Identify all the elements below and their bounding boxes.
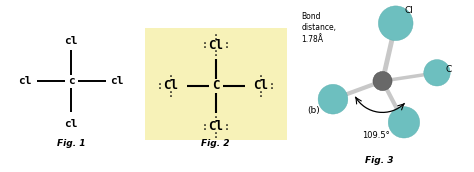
- Circle shape: [318, 84, 348, 114]
- Text: Cl: Cl: [208, 39, 223, 52]
- Text: :: :: [213, 48, 219, 58]
- Circle shape: [378, 6, 413, 41]
- Circle shape: [388, 107, 419, 138]
- Text: Cl: Cl: [253, 79, 268, 93]
- Text: :: :: [201, 40, 208, 50]
- Text: C: C: [212, 79, 219, 93]
- Text: :: :: [258, 73, 264, 83]
- Text: :: :: [269, 81, 275, 91]
- Text: Cl: Cl: [404, 6, 413, 15]
- Text: :: :: [168, 89, 173, 99]
- Text: Fig. 1: Fig. 1: [57, 139, 85, 148]
- Text: :: :: [213, 114, 219, 124]
- Text: cl: cl: [64, 119, 78, 129]
- Text: :: :: [213, 32, 219, 42]
- Circle shape: [373, 72, 392, 91]
- Text: Fig. 3: Fig. 3: [365, 156, 393, 165]
- Text: Cl: Cl: [163, 79, 178, 93]
- Text: :: :: [168, 73, 173, 83]
- Text: :: :: [258, 89, 264, 99]
- Text: Cl: Cl: [208, 120, 223, 133]
- Text: (b): (b): [307, 106, 319, 115]
- Text: Fig. 2: Fig. 2: [201, 139, 230, 148]
- Text: 109.5°: 109.5°: [362, 131, 390, 140]
- Text: c: c: [68, 76, 74, 86]
- Text: :: :: [156, 81, 162, 91]
- FancyBboxPatch shape: [145, 28, 287, 140]
- Circle shape: [424, 60, 450, 86]
- Text: cl: cl: [18, 76, 32, 86]
- Text: :: :: [213, 130, 219, 140]
- Text: :: :: [224, 40, 230, 50]
- Text: cl: cl: [110, 76, 124, 86]
- Text: Bond
distance,
1.78Å: Bond distance, 1.78Å: [301, 12, 337, 44]
- Text: C: C: [446, 65, 452, 74]
- Text: cl: cl: [64, 36, 78, 46]
- Text: :: :: [201, 122, 208, 132]
- Text: :: :: [224, 122, 230, 132]
